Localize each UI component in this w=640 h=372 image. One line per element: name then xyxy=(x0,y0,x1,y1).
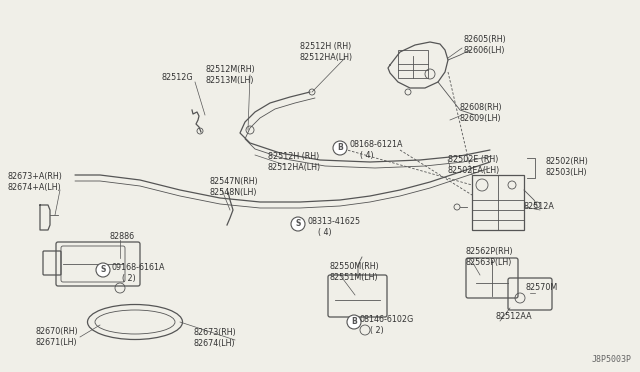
Circle shape xyxy=(291,217,305,231)
Text: 82562P(RH)
82563P(LH): 82562P(RH) 82563P(LH) xyxy=(466,247,514,267)
Text: B: B xyxy=(337,144,343,153)
Text: 82512A: 82512A xyxy=(523,202,554,211)
Text: 82512AA: 82512AA xyxy=(496,312,532,321)
Text: 82502E (RH)
82502EA(LH): 82502E (RH) 82502EA(LH) xyxy=(448,155,500,175)
Text: 82512G: 82512G xyxy=(161,73,193,82)
Text: 82670(RH)
82671(LH): 82670(RH) 82671(LH) xyxy=(35,327,77,347)
Text: 82605(RH)
82606(LH): 82605(RH) 82606(LH) xyxy=(463,35,506,55)
Text: 82570M: 82570M xyxy=(525,283,557,292)
Text: 82547N(RH)
82548N(LH): 82547N(RH) 82548N(LH) xyxy=(210,177,259,197)
Circle shape xyxy=(333,141,347,155)
Text: 82673+A(RH)
82674+A(LH): 82673+A(RH) 82674+A(LH) xyxy=(8,172,63,192)
Text: J8P5003P: J8P5003P xyxy=(592,355,632,364)
Text: 82512H (RH)
82512HA(LH): 82512H (RH) 82512HA(LH) xyxy=(300,42,353,62)
Text: 82550M(RH)
82551M(LH): 82550M(RH) 82551M(LH) xyxy=(330,262,380,282)
Bar xyxy=(472,175,524,230)
Text: 08313-41625
    ( 4): 08313-41625 ( 4) xyxy=(308,217,361,237)
Text: 82502(RH)
82503(LH): 82502(RH) 82503(LH) xyxy=(546,157,589,177)
Circle shape xyxy=(347,315,361,329)
Text: 08146-6102G
    ( 2): 08146-6102G ( 2) xyxy=(360,315,414,335)
Text: 82673(RH)
82674(LH): 82673(RH) 82674(LH) xyxy=(193,328,236,348)
Text: S: S xyxy=(100,266,106,275)
Bar xyxy=(398,50,428,78)
Text: 82886: 82886 xyxy=(110,232,135,241)
Text: 09168-6161A
    ( 2): 09168-6161A ( 2) xyxy=(112,263,166,283)
Text: 82512H (RH)
82512HA(LH): 82512H (RH) 82512HA(LH) xyxy=(268,152,321,172)
Text: B: B xyxy=(351,317,357,327)
Text: 82512M(RH)
82513M(LH): 82512M(RH) 82513M(LH) xyxy=(205,65,255,85)
Text: 82608(RH)
82609(LH): 82608(RH) 82609(LH) xyxy=(460,103,502,123)
Text: 08168-6121A
    ( 4): 08168-6121A ( 4) xyxy=(350,140,403,160)
Text: S: S xyxy=(295,219,301,228)
Circle shape xyxy=(96,263,110,277)
